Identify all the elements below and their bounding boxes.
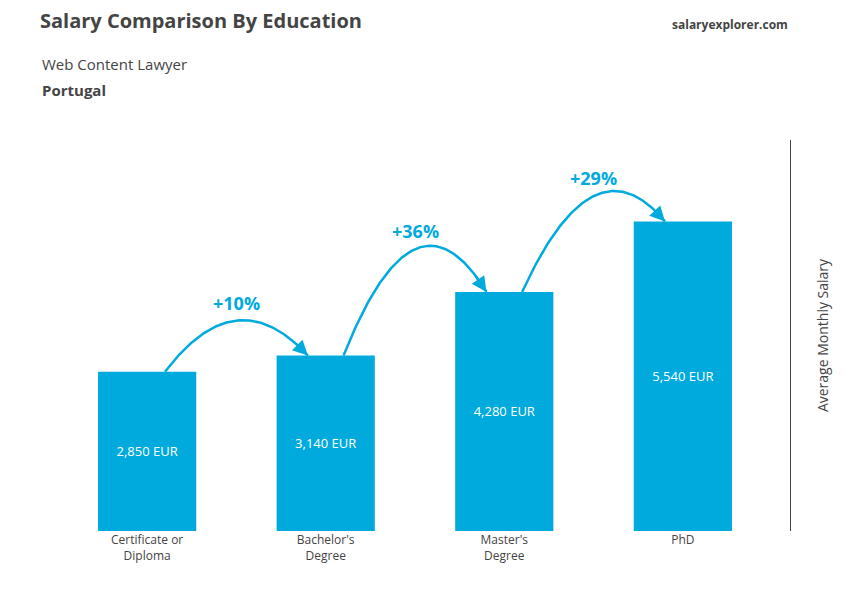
svg-text:3,140 EUR: 3,140 EUR (295, 434, 356, 452)
svg-text:+36%: +36% (392, 219, 439, 243)
svg-text:PhD: PhD (671, 531, 694, 548)
svg-text:2,850 EUR: 2,850 EUR (117, 442, 178, 460)
svg-text:Portugal: Portugal (42, 80, 106, 100)
svg-text:4,280 EUR: 4,280 EUR (474, 402, 535, 420)
svg-text:Master'sDegree: Master'sDegree (481, 531, 529, 564)
svg-text:Average Monthly Salary: Average Monthly Salary (813, 258, 832, 412)
svg-text:+29%: +29% (570, 166, 617, 190)
svg-text:Salary Comparison By Education: Salary Comparison By Education (40, 7, 362, 34)
svg-text:salaryexplorer.com: salaryexplorer.com (672, 16, 788, 33)
svg-text:5,540 EUR: 5,540 EUR (652, 367, 713, 385)
svg-text:Web Content Lawyer: Web Content Lawyer (42, 54, 187, 74)
svg-text:Certificate orDiploma: Certificate orDiploma (111, 531, 183, 564)
svg-text:+10%: +10% (213, 291, 260, 315)
svg-text:Bachelor'sDegree: Bachelor'sDegree (297, 531, 355, 564)
